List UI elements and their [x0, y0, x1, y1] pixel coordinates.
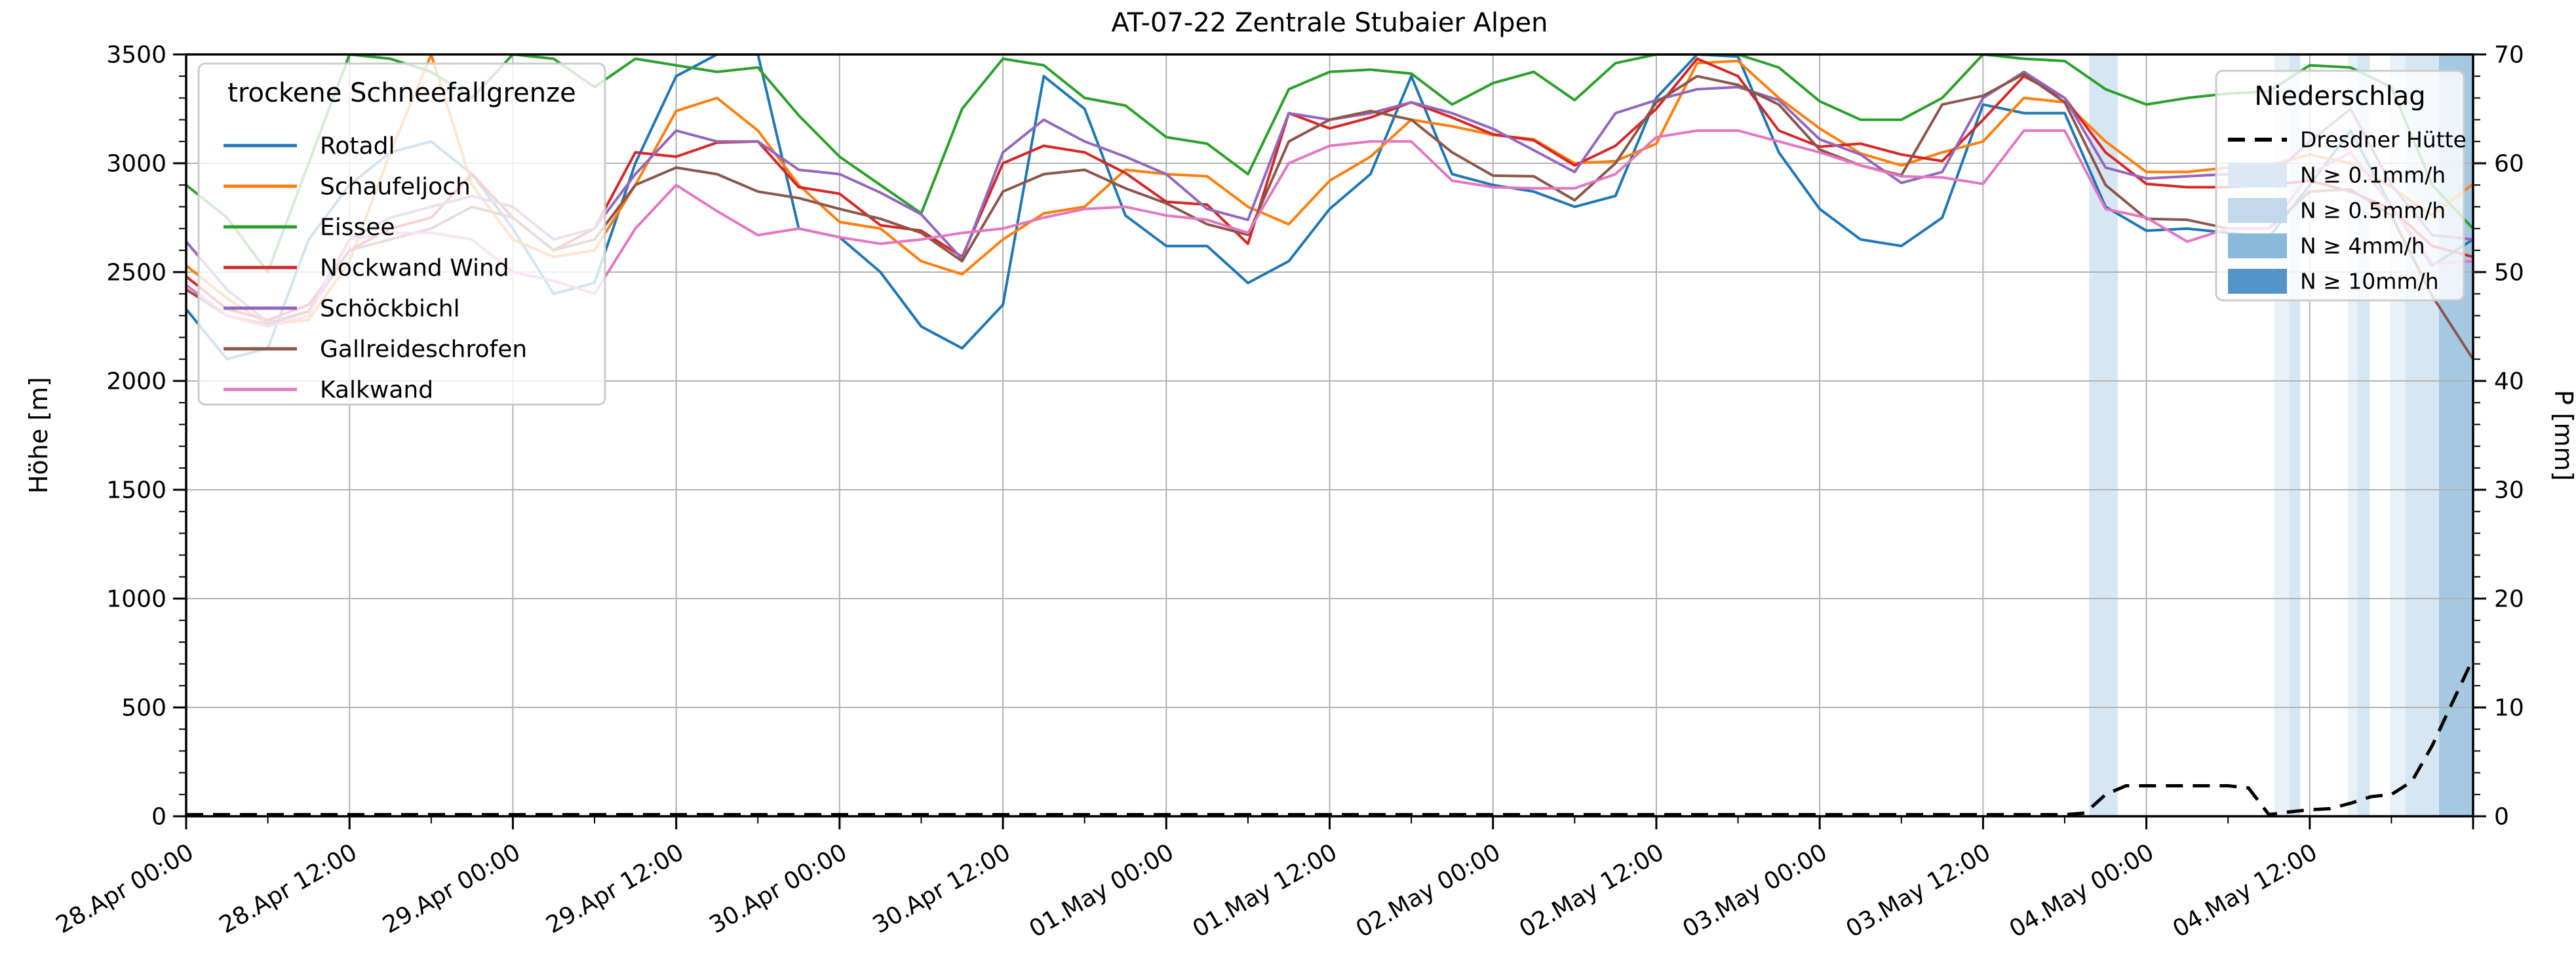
x-tick-label: 29.Apr 12:00 — [541, 839, 688, 939]
legend-precip-band-label: N ≥ 0.5mm/h — [2300, 198, 2446, 224]
y-right-tick-label: 60 — [2494, 151, 2524, 178]
legend-band-swatch — [2228, 198, 2287, 223]
chart-title: AT-07-22 Zentrale Stubaier Alpen — [1112, 8, 1548, 38]
x-tick-label: 28.Apr 12:00 — [215, 839, 362, 939]
legend-precip-band-label: N ≥ 4mm/h — [2300, 233, 2425, 259]
legend-snowline-item-label: Kalkwand — [320, 377, 433, 404]
x-tick-label: 03.May 12:00 — [1842, 839, 1995, 943]
y-right-tick-label: 10 — [2494, 695, 2524, 722]
y-right-tick-label: 0 — [2494, 804, 2509, 831]
legend-snowline-item-label: Eissee — [320, 214, 395, 241]
legend-snowline: trockene Schneefallgrenze Rotadl Schaufelj… — [197, 62, 606, 406]
legend-precip-line-label: Dresdner Hütte — [2300, 127, 2467, 153]
legend-snowline-item-label: Nockwand Wind — [320, 255, 509, 282]
y-left-axis-title: Höhe [m] — [24, 377, 53, 494]
legend-band-swatch — [2228, 163, 2287, 188]
x-tick-label: 02.May 00:00 — [1352, 839, 1505, 943]
y-left-tick-label: 3500 — [106, 42, 166, 69]
y-right-tick-label: 50 — [2494, 260, 2524, 287]
x-tick-label: 30.Apr 12:00 — [868, 839, 1015, 939]
legend-snowline-item-label: Schöckbichl — [320, 296, 460, 323]
legend-band-swatch — [2228, 233, 2287, 258]
legend-snowline-item-label: Rotadl — [320, 133, 395, 160]
y-left-tick-label: 1000 — [106, 586, 166, 613]
x-tick-label: 01.May 12:00 — [1188, 839, 1342, 943]
legend-band-swatch — [2228, 269, 2287, 294]
legend-snowline-item-label: Gallreideschrofen — [320, 336, 527, 363]
tick-group — [173, 53, 2486, 829]
y-right-tick-label: 30 — [2494, 477, 2524, 504]
legend-precip-band-label: N ≥ 10mm/h — [2300, 269, 2439, 294]
legend-precip-band-label: N ≥ 0.1mm/h — [2300, 163, 2446, 188]
legend-snowline-title: trockene Schneefallgrenze — [227, 78, 576, 108]
y-left-tick-label: 3000 — [106, 151, 166, 178]
y-left-tick-label: 2000 — [106, 368, 166, 395]
x-tick-label: 28.Apr 00:00 — [52, 839, 199, 939]
legend-snowline-box — [197, 62, 606, 406]
x-tick-label: 04.May 00:00 — [2005, 839, 2158, 943]
x-tick-label: 02.May 12:00 — [1515, 839, 1668, 943]
y-left-tick-label: 2500 — [106, 260, 166, 287]
y-left-tick-label: 0 — [151, 804, 166, 831]
x-tick-label: 30.Apr 00:00 — [705, 839, 852, 939]
y-right-tick-label: 40 — [2494, 368, 2524, 395]
y-left-tick-label: 500 — [121, 695, 166, 722]
legend-precip: Niederschlag Dresdner Hütte N ≥ 0.1mm/h N ≥… — [2215, 69, 2467, 302]
x-tick-label: 29.Apr 00:00 — [378, 839, 525, 939]
y-right-tick-label: 70 — [2494, 42, 2524, 69]
y-left-tick-label: 1500 — [106, 477, 166, 504]
y-right-axis-title: P [mm] — [2549, 390, 2576, 481]
x-tick-label: 01.May 00:00 — [1025, 839, 1178, 943]
legend-snowline-item-label: Schaufeljoch — [320, 174, 471, 201]
x-tick-label: 03.May 00:00 — [1678, 839, 1831, 943]
x-tick-label: 04.May 12:00 — [2168, 839, 2322, 943]
y-right-tick-label: 20 — [2494, 586, 2524, 613]
precip-dashed-line — [186, 658, 2473, 816]
legend-precip-title: Niederschlag — [2254, 81, 2425, 111]
